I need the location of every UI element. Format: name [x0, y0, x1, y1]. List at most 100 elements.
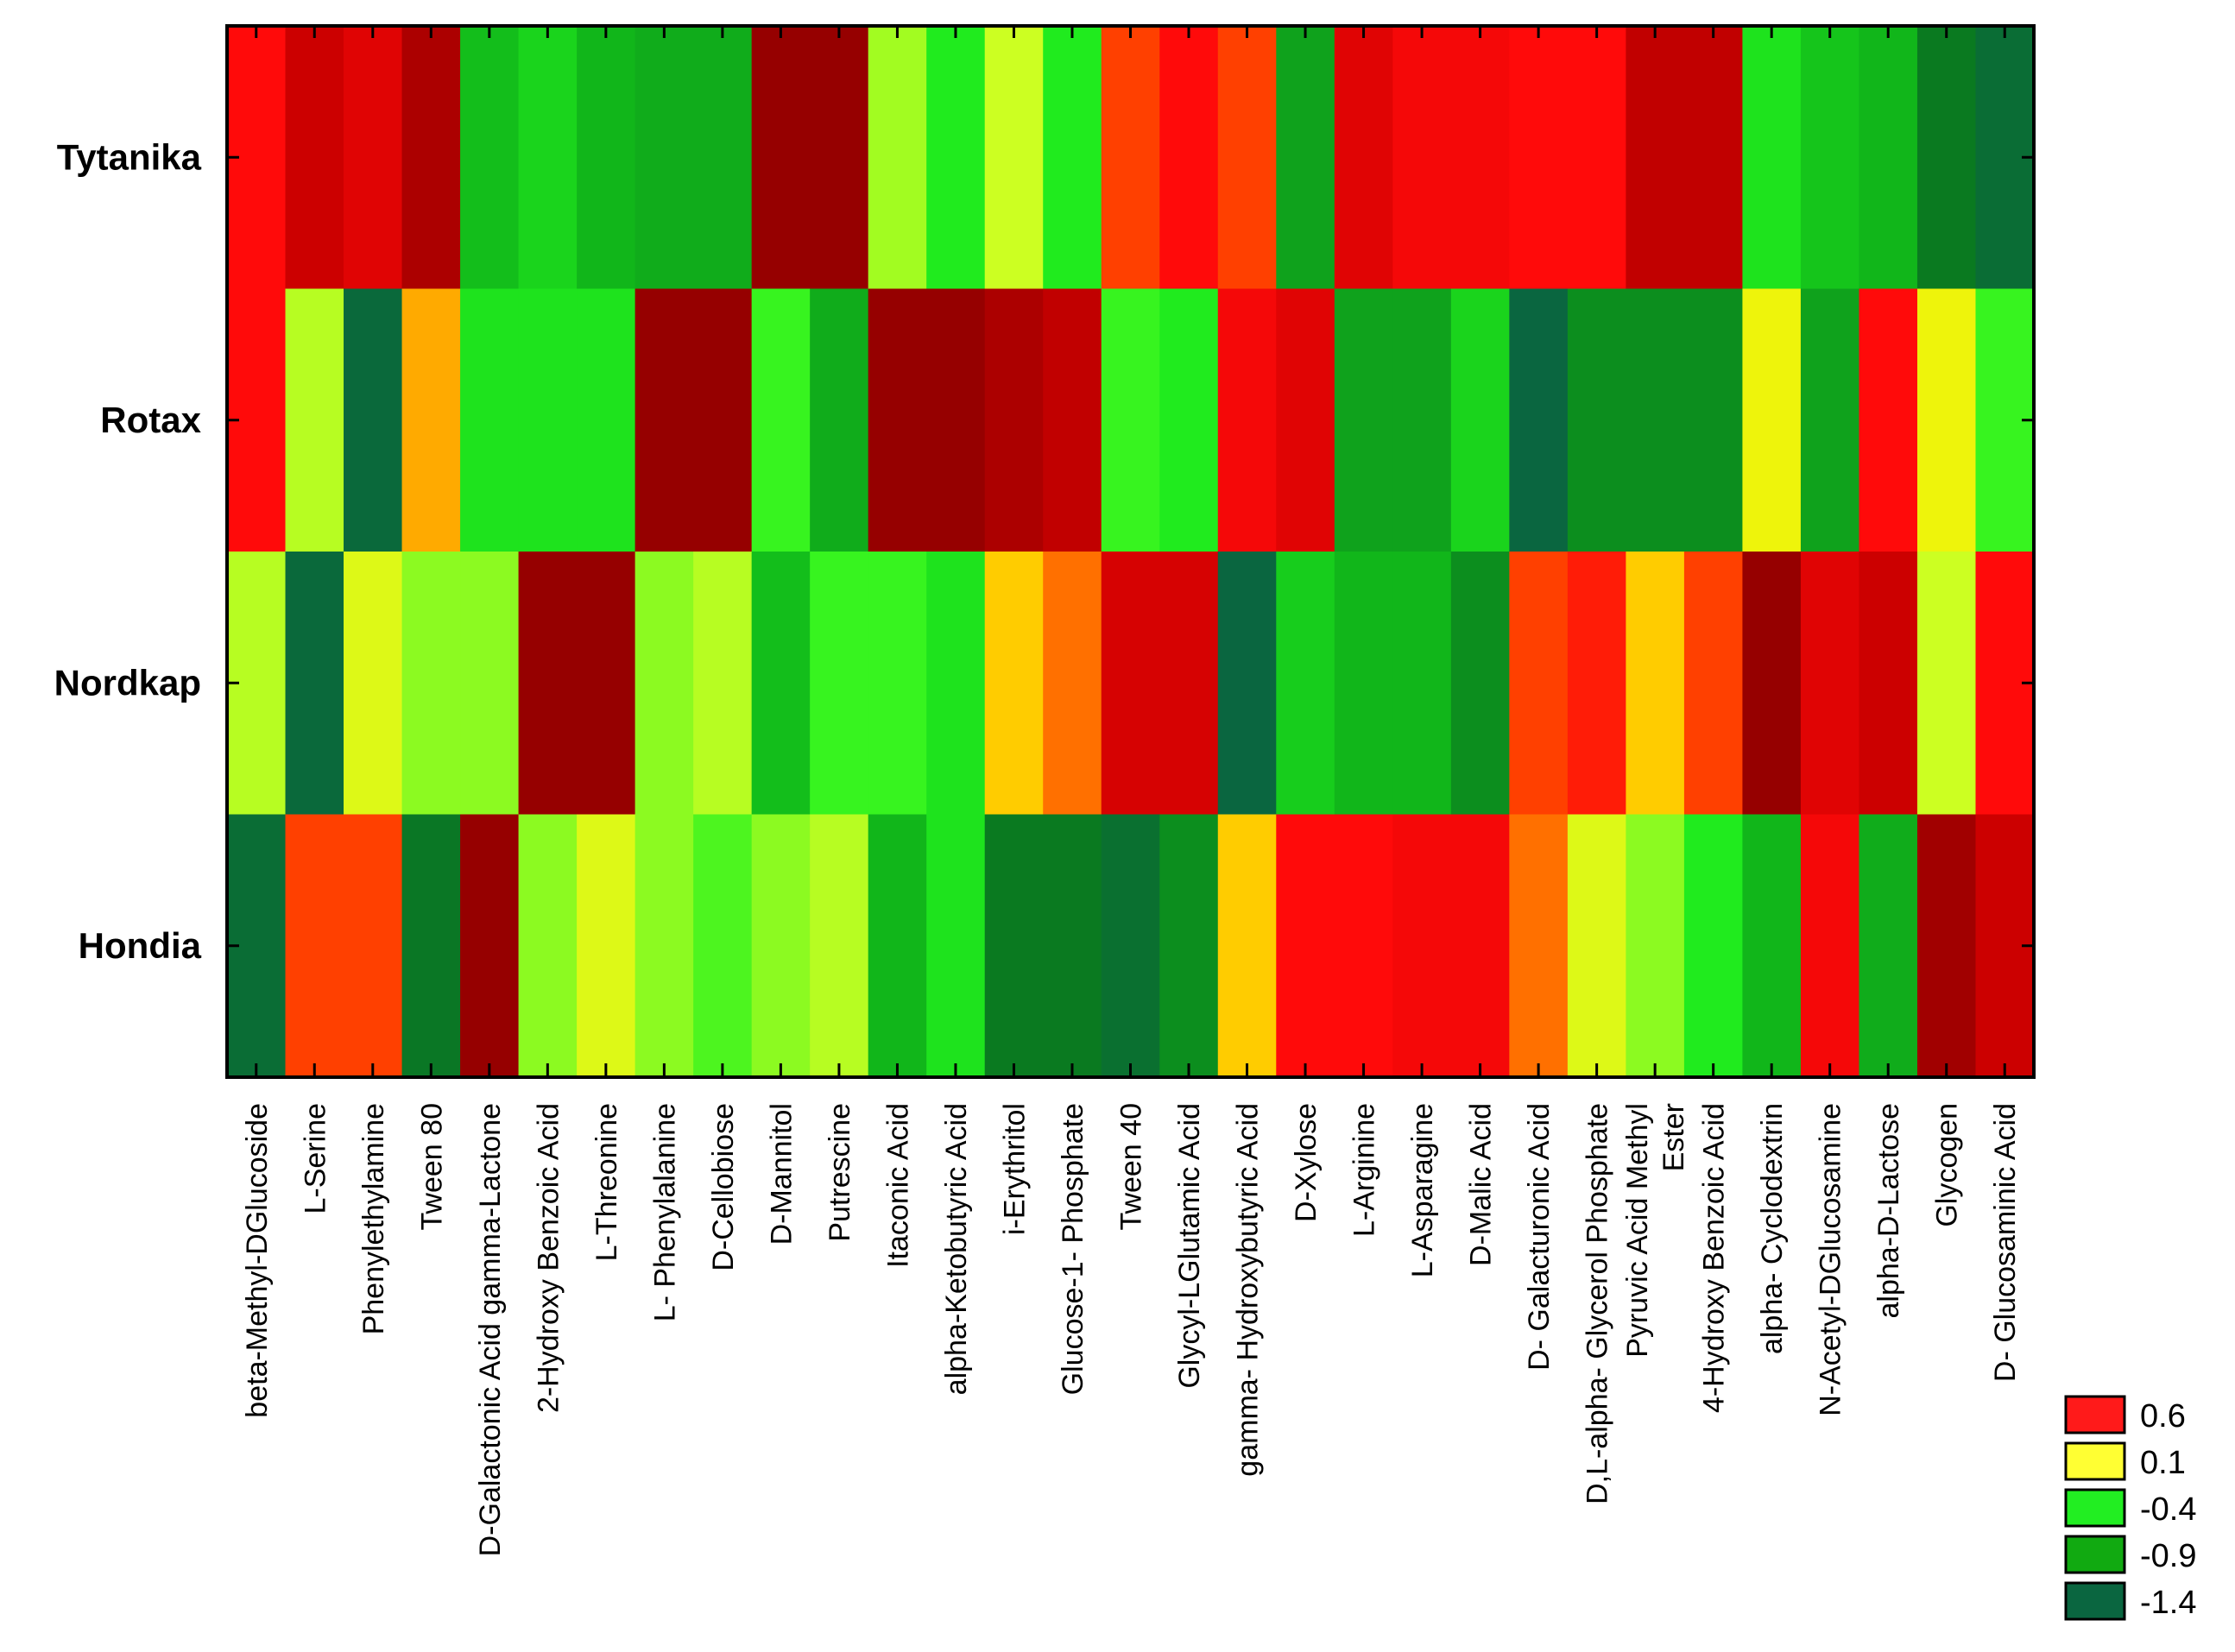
heatmap-cell-1-9 [693, 26, 753, 290]
heatmap-cell-1-3 [344, 26, 403, 290]
heatmap-cell-1-15 [1043, 26, 1102, 290]
col-label: D-Malic Acid [1465, 1103, 1498, 1266]
heatmap-cell-2-11 [810, 288, 869, 552]
heatmap-cell-3-22 [1450, 552, 1510, 816]
col-label: Itaconic Acid [881, 1103, 914, 1268]
heatmap-cell-3-15 [1043, 552, 1102, 816]
heatmap-cell-4-10 [751, 814, 811, 1078]
heatmap-cell-4-25 [1626, 814, 1685, 1078]
col-label: beta-Methyl-DGlucoside [241, 1103, 274, 1418]
heatmap-cell-1-30 [1916, 26, 1977, 290]
row-label: Hondia [79, 925, 202, 966]
col-label: alpha-D-Lactose [1872, 1103, 1905, 1318]
heatmap-cell-2-14 [984, 288, 1044, 552]
col-label: L-Asparagine [1406, 1103, 1439, 1277]
heatmap-cell-1-11 [810, 26, 869, 290]
col-label: L- Phenylalanine [648, 1103, 681, 1321]
heatmap-cell-1-23 [1509, 26, 1569, 290]
heatmap-cell-1-17 [1159, 26, 1219, 290]
heatmap-cell-4-30 [1916, 814, 1977, 1078]
legend-label: -0.4 [2140, 1491, 2196, 1528]
heatmap-cell-2-29 [1859, 288, 1918, 552]
heatmap-cell-3-27 [1742, 552, 1802, 816]
col-label: N-Acetyl-DGlucosamine [1815, 1103, 1847, 1416]
heatmap-cell-2-20 [1334, 288, 1393, 552]
heatmap-cell-1-7 [577, 26, 636, 290]
col-label: D-Mannitol [765, 1103, 798, 1245]
heatmap-cell-1-8 [635, 26, 694, 290]
heatmap-cell-1-25 [1626, 26, 1685, 290]
heatmap-cell-2-6 [518, 288, 578, 552]
heatmap-cell-4-16 [1101, 814, 1160, 1078]
heatmap-cell-4-18 [1217, 814, 1277, 1078]
heatmap-cell-2-12 [868, 288, 927, 552]
col-label: gamma- Hydroxybutyric Acid [1232, 1103, 1265, 1477]
heatmap-cell-2-26 [1683, 288, 1744, 552]
heatmap-cell-4-6 [518, 814, 578, 1078]
col-label: Glucose-1- Phosphate [1057, 1103, 1089, 1395]
heatmap-cell-2-18 [1217, 288, 1277, 552]
heatmap-cell-4-8 [635, 814, 694, 1078]
col-label: L-Serine [299, 1103, 331, 1214]
heatmap-cell-4-27 [1742, 814, 1802, 1078]
row-label: Nordkap [54, 662, 201, 703]
heatmap-cell-1-22 [1450, 26, 1510, 290]
legend-swatch [2064, 1535, 2126, 1574]
heatmap-cell-2-19 [1276, 288, 1335, 552]
col-label: Glycogen [1931, 1103, 1964, 1227]
heatmap-cell-1-19 [1276, 26, 1335, 290]
row-ticks [227, 155, 2034, 948]
col-label: L-Threonine [590, 1103, 623, 1261]
heatmap-cell-3-8 [635, 552, 694, 816]
legend-swatch [2064, 1395, 2126, 1434]
heatmap-cell-4-5 [460, 814, 520, 1078]
heatmap-cell-4-24 [1567, 814, 1626, 1078]
heatmap-cell-4-9 [693, 814, 753, 1078]
heatmap-cell-1-2 [285, 26, 344, 290]
heatmap-cell-4-11 [810, 814, 869, 1078]
heatmap-cell-3-5 [460, 552, 520, 816]
heatmap-cell-2-7 [577, 288, 636, 552]
heatmap-cell-4-20 [1334, 814, 1393, 1078]
col-label: L-Arginine [1348, 1103, 1381, 1237]
col-label: 4-Hydroxy Benzoic Acid [1698, 1103, 1731, 1413]
heatmap-cell-3-10 [751, 552, 811, 816]
heatmap-cell-2-2 [285, 288, 344, 552]
heatmap-cell-1-13 [926, 26, 986, 290]
heatmap-cell-4-23 [1509, 814, 1569, 1078]
heatmap-cell-1-12 [868, 26, 927, 290]
heatmap-cell-2-10 [751, 288, 811, 552]
heatmap-cell-1-21 [1392, 26, 1452, 290]
heatmap-cell-2-22 [1450, 288, 1510, 552]
heatmap-cell-1-5 [460, 26, 520, 290]
heatmap-cell-3-9 [693, 552, 753, 816]
heatmap-cell-3-13 [926, 552, 986, 816]
col-label: D,L-alpha- Glycerol Phosphate [1582, 1103, 1614, 1504]
col-label: Tween 40 [1115, 1103, 1148, 1230]
heatmap-cell-3-14 [984, 552, 1044, 816]
heatmap-cell-2-24 [1567, 288, 1626, 552]
heatmap-cell-2-8 [635, 288, 694, 552]
heatmap-cell-4-12 [868, 814, 927, 1078]
heatmap-cell-3-25 [1626, 552, 1685, 816]
heatmap-cell-3-17 [1159, 552, 1219, 816]
col-label: Glycyl-LGlutamic Acid [1173, 1103, 1206, 1389]
heatmap-cell-1-26 [1683, 26, 1744, 290]
legend-swatch [2064, 1441, 2126, 1481]
heatmap-cell-1-6 [518, 26, 578, 290]
heatmap-cell-2-13 [926, 288, 986, 552]
heatmap-cell-2-28 [1800, 288, 1860, 552]
heatmap-cell-3-6 [518, 552, 578, 816]
heatmap-cell-3-23 [1509, 552, 1569, 816]
col-label: D-Galactonic Acid gamma-Lactone [474, 1103, 507, 1556]
heatmap-cell-4-22 [1450, 814, 1510, 1078]
legend-swatch [2064, 1581, 2126, 1621]
legend-swatch [2064, 1488, 2126, 1528]
heatmap-cell-3-20 [1334, 552, 1393, 816]
heatmap-cell-3-26 [1683, 552, 1744, 816]
heatmap-cells [227, 26, 2035, 1078]
legend-label: -0.9 [2140, 1538, 2196, 1574]
heatmap-cell-4-4 [401, 814, 461, 1078]
heatmap-cell-4-21 [1392, 814, 1452, 1078]
col-label: Pyruvic Acid Methyl [1621, 1103, 1654, 1358]
